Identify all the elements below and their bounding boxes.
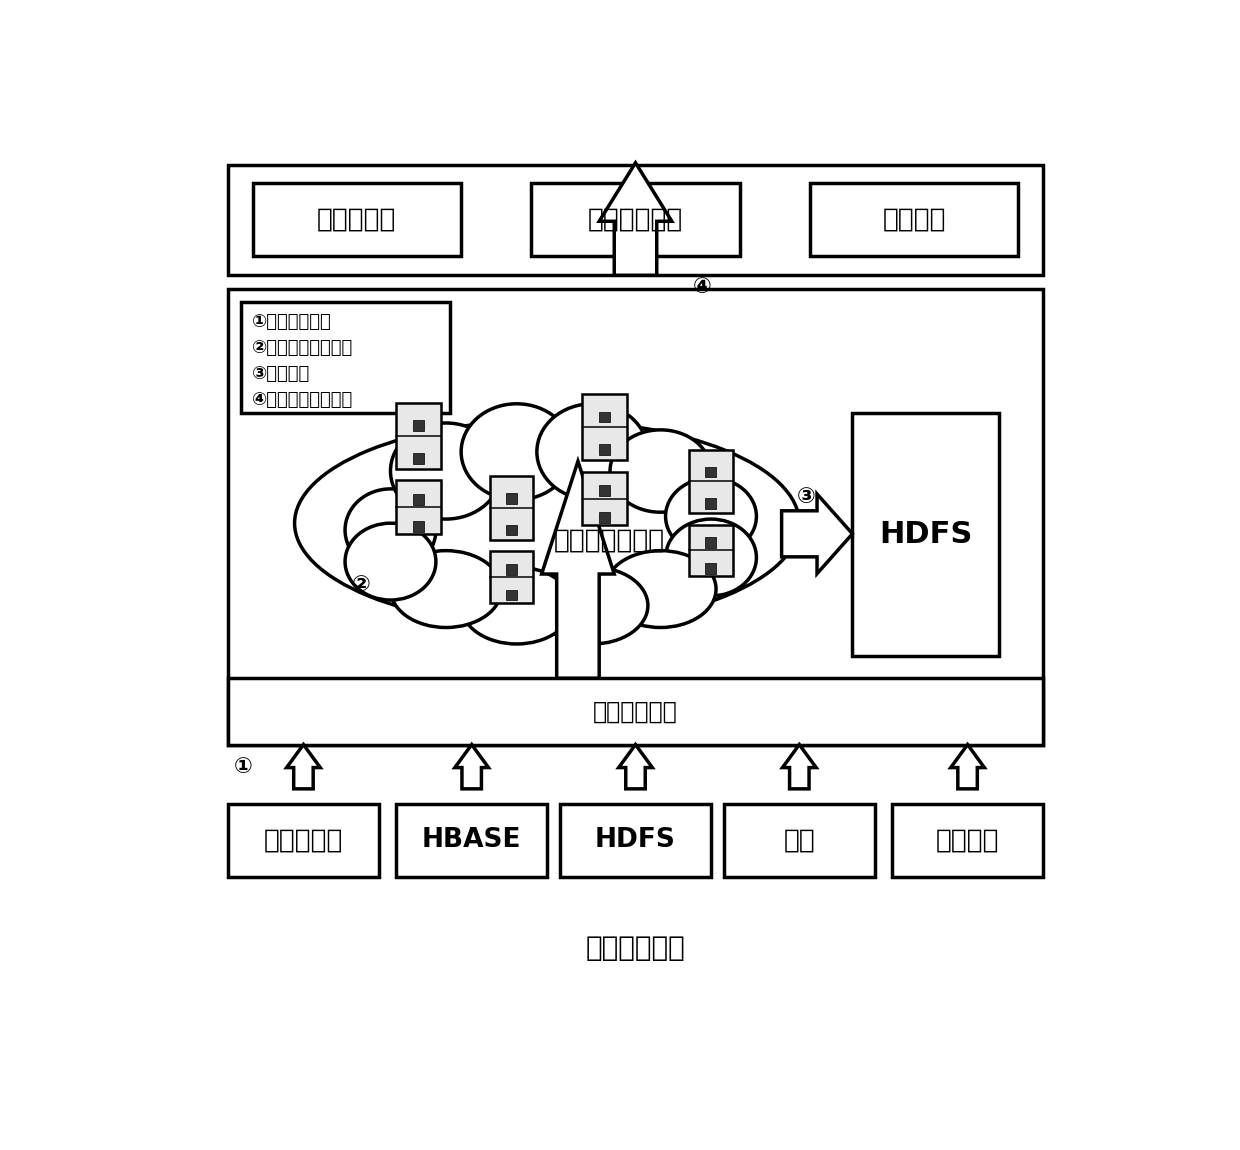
- Text: ④提供统一检索入口: ④提供统一检索入口: [252, 391, 353, 408]
- Text: HBASE: HBASE: [422, 827, 522, 853]
- Bar: [893, 804, 1043, 876]
- Bar: [706, 537, 715, 547]
- Bar: [599, 445, 610, 455]
- Bar: [242, 301, 450, 413]
- Ellipse shape: [461, 567, 572, 644]
- Bar: [397, 402, 440, 468]
- Bar: [706, 498, 715, 508]
- Bar: [599, 512, 610, 522]
- Bar: [852, 413, 998, 655]
- Ellipse shape: [666, 478, 756, 554]
- Bar: [228, 678, 1043, 744]
- Bar: [599, 485, 610, 496]
- Text: ③: ③: [797, 486, 816, 507]
- Bar: [228, 804, 378, 876]
- Ellipse shape: [605, 551, 715, 628]
- Ellipse shape: [666, 519, 756, 596]
- Text: 其他应用: 其他应用: [883, 207, 946, 232]
- Text: 行业信息资源: 行业信息资源: [585, 934, 686, 963]
- Bar: [583, 394, 626, 460]
- Text: HDFS: HDFS: [879, 520, 972, 549]
- Text: HDFS: HDFS: [595, 827, 676, 853]
- Ellipse shape: [537, 404, 647, 500]
- Bar: [811, 183, 1018, 255]
- Polygon shape: [619, 744, 652, 789]
- Bar: [506, 524, 517, 536]
- Bar: [228, 164, 1043, 275]
- Text: 信息检索平台: 信息检索平台: [588, 207, 683, 232]
- Bar: [228, 289, 1043, 744]
- Bar: [506, 590, 517, 600]
- Bar: [413, 521, 424, 531]
- Bar: [706, 564, 715, 574]
- Bar: [506, 493, 517, 504]
- Polygon shape: [782, 744, 816, 789]
- Text: 一站式门户: 一站式门户: [317, 207, 397, 232]
- Bar: [490, 551, 533, 603]
- Text: ②多种方式创建索引: ②多种方式创建索引: [252, 339, 353, 358]
- Ellipse shape: [295, 420, 800, 626]
- Bar: [413, 494, 424, 505]
- Text: ②: ②: [352, 575, 371, 596]
- Ellipse shape: [610, 430, 711, 512]
- Bar: [253, 183, 460, 255]
- Polygon shape: [781, 494, 852, 574]
- Bar: [583, 472, 626, 526]
- Bar: [724, 804, 874, 876]
- Text: ①: ①: [234, 757, 253, 776]
- Bar: [706, 467, 715, 477]
- Bar: [397, 481, 440, 535]
- Ellipse shape: [537, 567, 647, 644]
- Text: ③索引存储: ③索引存储: [252, 365, 310, 383]
- Polygon shape: [951, 744, 985, 789]
- Text: 关系数据库: 关系数据库: [264, 827, 343, 853]
- Text: ④: ④: [692, 277, 712, 297]
- Bar: [397, 804, 547, 876]
- Polygon shape: [455, 744, 489, 789]
- Bar: [506, 564, 517, 575]
- Bar: [413, 421, 424, 431]
- Text: 处理服务器集群: 处理服务器集群: [553, 528, 665, 554]
- Bar: [490, 476, 533, 539]
- Text: 文档: 文档: [784, 827, 815, 853]
- Ellipse shape: [391, 423, 501, 519]
- Bar: [413, 453, 424, 463]
- Ellipse shape: [461, 404, 572, 500]
- Ellipse shape: [391, 551, 501, 628]
- Bar: [688, 524, 733, 576]
- Ellipse shape: [345, 489, 436, 572]
- Text: ①设置映射关系: ①设置映射关系: [252, 314, 332, 331]
- Bar: [599, 412, 610, 422]
- Polygon shape: [599, 163, 672, 275]
- Text: 消息队列: 消息队列: [936, 827, 999, 853]
- Text: 映射关系配置: 映射关系配置: [593, 699, 678, 723]
- Bar: [560, 804, 711, 876]
- Bar: [688, 450, 733, 513]
- Ellipse shape: [345, 523, 436, 600]
- Polygon shape: [286, 744, 320, 789]
- Bar: [532, 183, 739, 255]
- Polygon shape: [542, 461, 614, 678]
